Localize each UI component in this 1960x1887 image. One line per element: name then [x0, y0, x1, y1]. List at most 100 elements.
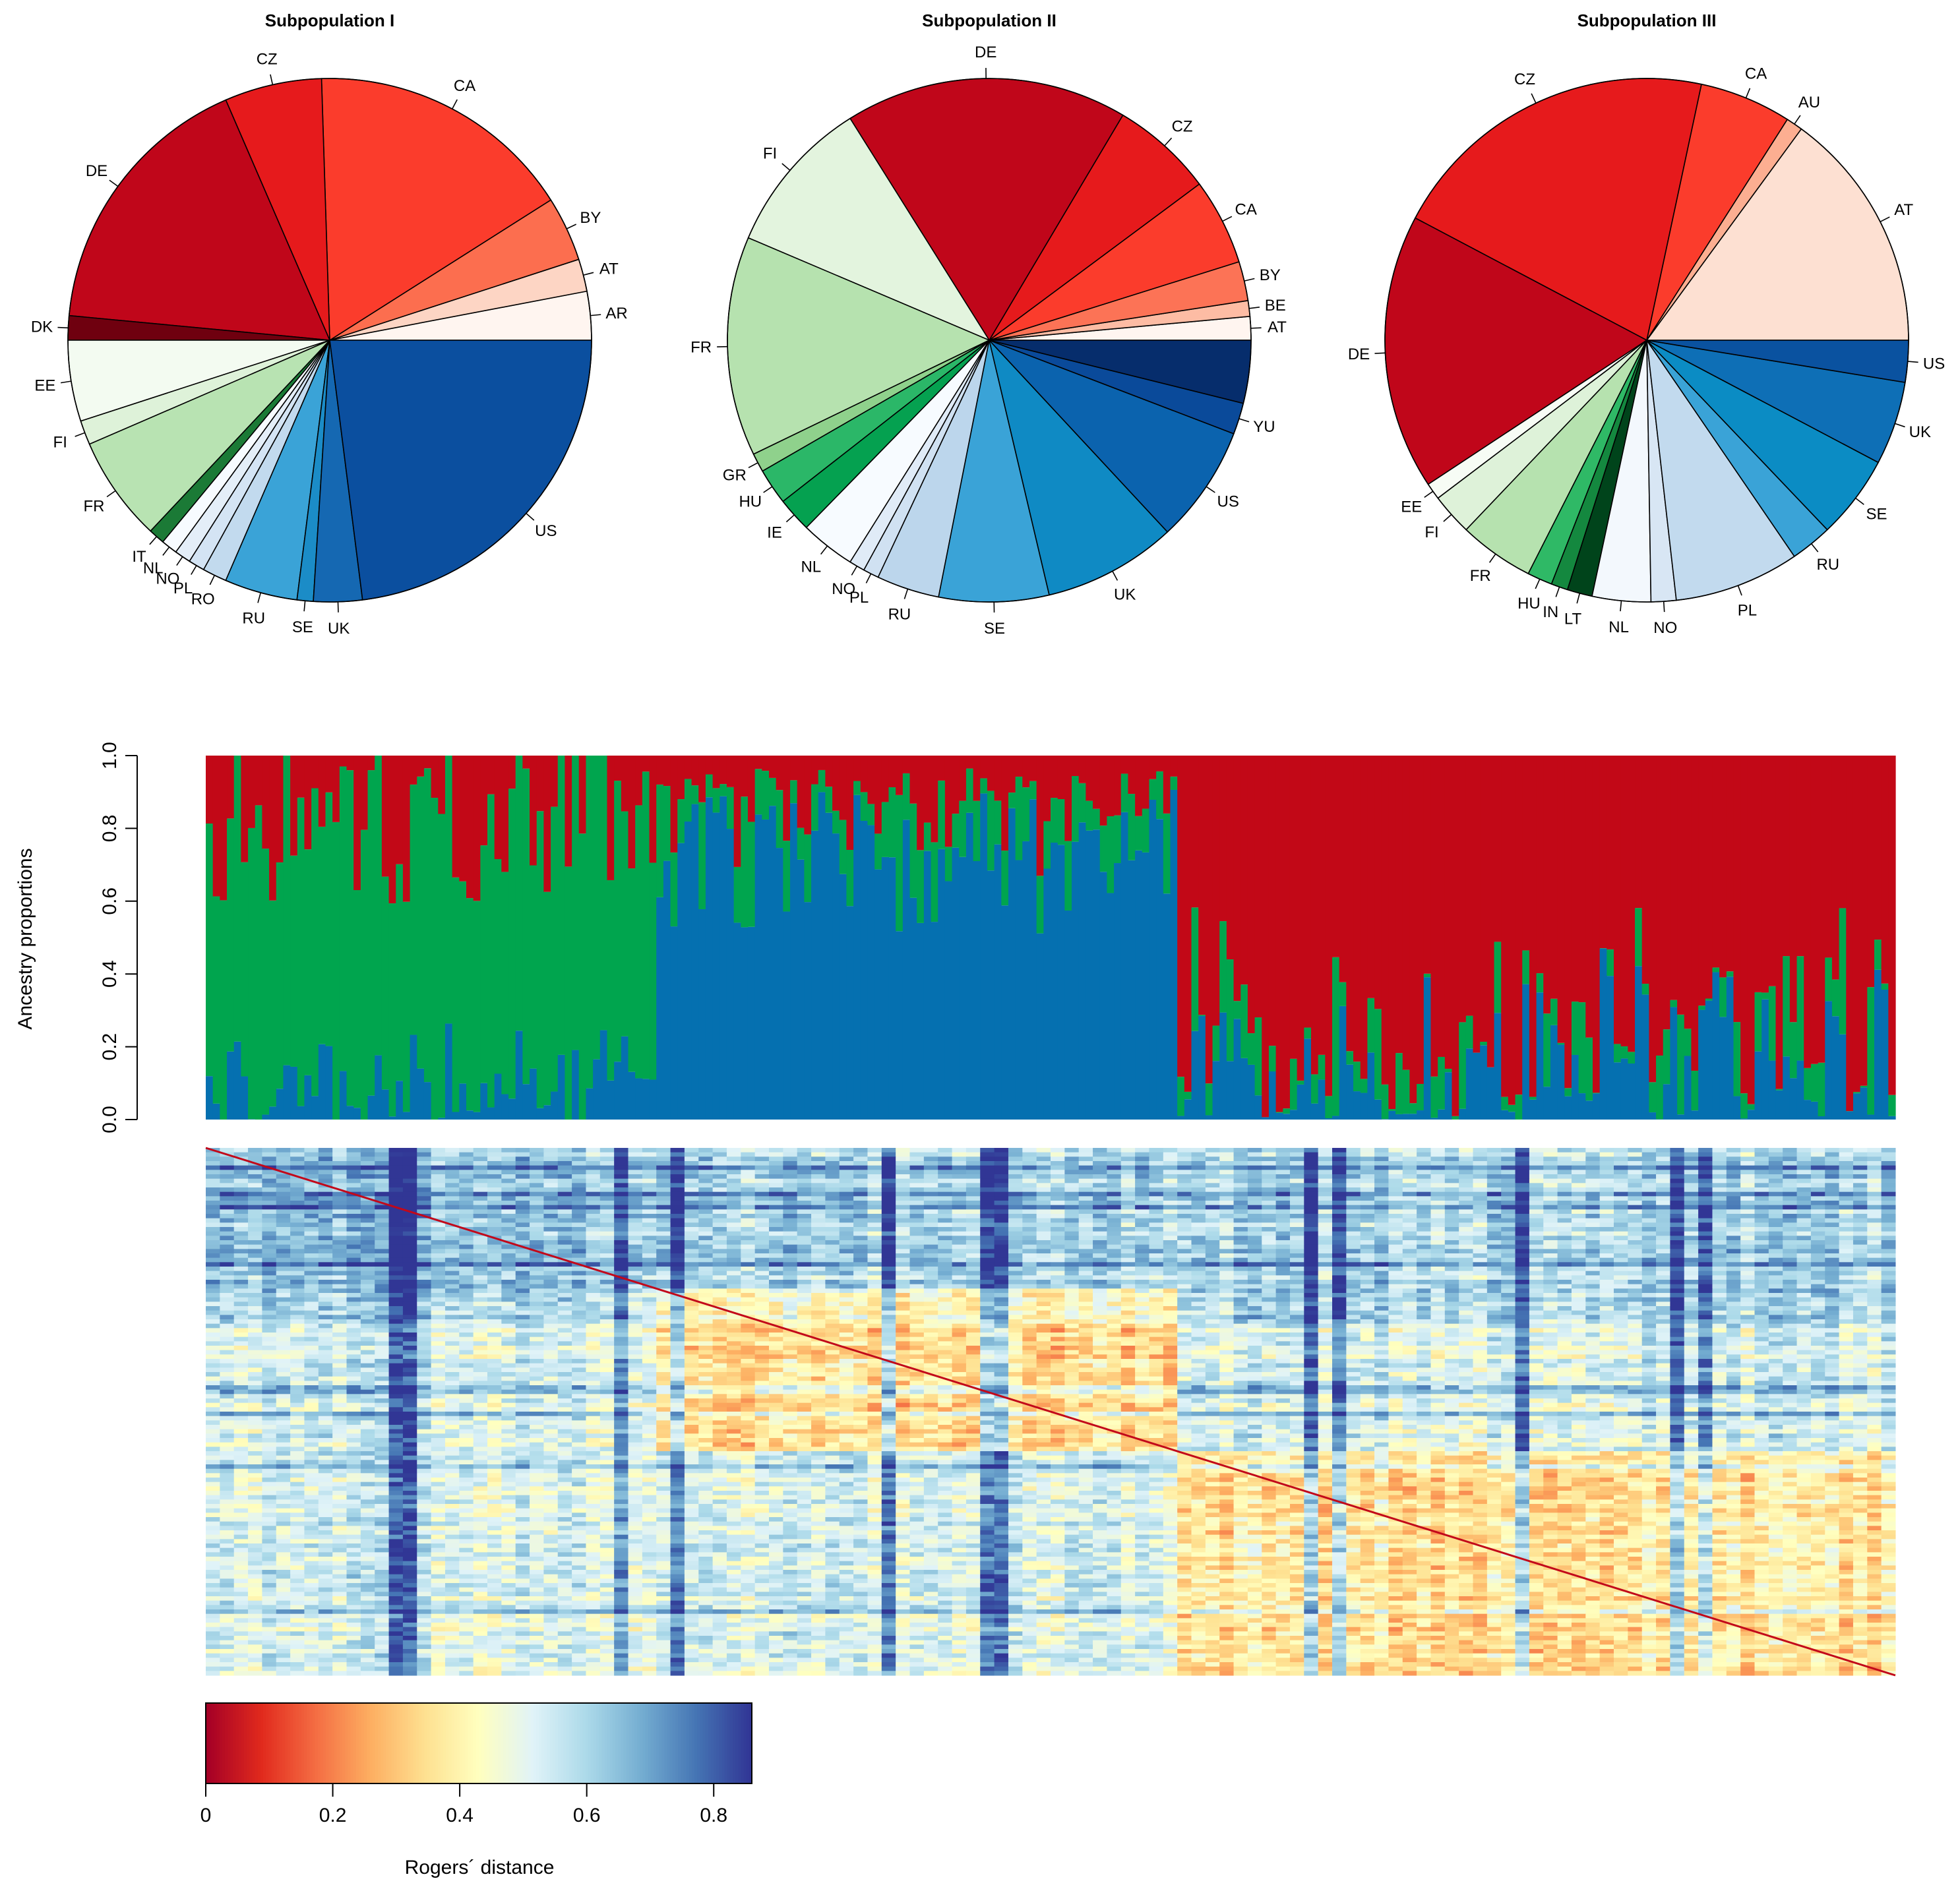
heatmap-cell [1247, 1156, 1262, 1162]
heatmap-cell [698, 1257, 714, 1263]
heatmap-cell [599, 1253, 615, 1259]
heatmap-cell [1754, 1218, 1769, 1223]
ancestry-bar-green [438, 814, 446, 1118]
ancestry-bar-blue [1247, 1064, 1256, 1120]
heatmap-cell [670, 1257, 685, 1263]
ancestry-bar-red [1740, 756, 1748, 1094]
heatmap-cell [346, 1214, 361, 1219]
heatmap-cell [839, 1293, 854, 1298]
heatmap-cell [1388, 1284, 1403, 1289]
ancestry-bar-blue [1614, 1062, 1622, 1120]
heatmap-cell [1684, 1191, 1699, 1197]
pie-slice-label: UK [1114, 586, 1136, 604]
heatmap-cell [1810, 1178, 1825, 1183]
heatmap-cell [318, 1222, 333, 1228]
heatmap-cell [642, 1191, 657, 1197]
heatmap-cell [290, 1218, 305, 1223]
heatmap-cell [1881, 1244, 1896, 1249]
heatmap-cell [1698, 1205, 1713, 1210]
heatmap-cell [853, 1152, 868, 1157]
heatmap-cell [248, 1196, 262, 1201]
heatmap-cell [1444, 1222, 1459, 1228]
heatmap-cell [1262, 1236, 1277, 1241]
heatmap-cell [896, 1240, 910, 1245]
ancestry-bar-green [557, 756, 566, 1055]
heatmap-cell [726, 1231, 741, 1236]
heatmap-cell [1135, 1240, 1149, 1245]
heatmap-cell [206, 1244, 220, 1249]
pie-slice-label: PL [849, 589, 869, 607]
heatmap-cell [375, 1196, 390, 1201]
heatmap-cell [233, 1244, 249, 1249]
heatmap-cell [346, 1196, 361, 1201]
heatmap-cell [1754, 1244, 1769, 1249]
heatmap-cell [431, 1205, 446, 1210]
heatmap-cell [220, 1257, 235, 1263]
ancestry-bar-red [1867, 756, 1875, 988]
heatmap-cell [1444, 1280, 1459, 1285]
heatmap-cell [318, 1240, 333, 1245]
ancestry-bar-red [1409, 756, 1417, 1104]
heatmap-cell [754, 1275, 770, 1280]
heatmap-cell [473, 1187, 488, 1193]
heatmap-cell [853, 1280, 868, 1285]
heatmap-cell [1289, 1222, 1304, 1228]
heatmap-cell [332, 1156, 347, 1162]
ancestry-bar-green [402, 901, 411, 1112]
ancestry-bar-red [1283, 756, 1291, 1109]
slice-label-tick [748, 462, 758, 469]
heatmap-cell [1656, 1249, 1670, 1254]
heatmap-cell [1459, 1201, 1473, 1206]
ancestry-bar-blue [1346, 1064, 1354, 1120]
heatmap-cell [1628, 1244, 1643, 1249]
heatmap-cell [769, 1165, 783, 1170]
ancestry-bar-blue [952, 847, 960, 1120]
pie-slice-label: FI [763, 144, 777, 162]
heatmap-cell [1219, 1191, 1235, 1197]
heatmap-cell [1810, 1205, 1825, 1210]
ancestry-bar-red [1360, 756, 1368, 1079]
heatmap-cell [487, 1271, 502, 1276]
heatmap-cell [1262, 1148, 1277, 1153]
heatmap-cell [1022, 1227, 1037, 1232]
heatmap-cell [1641, 1196, 1657, 1201]
heatmap-cell [431, 1257, 446, 1263]
heatmap-cell [1599, 1187, 1614, 1193]
heatmap-cell [923, 1288, 938, 1294]
ancestry-bar-blue [325, 1046, 333, 1120]
heatmap-cell [1543, 1156, 1558, 1162]
heatmap-cell [1740, 1196, 1755, 1201]
heatmap-cell [952, 1191, 967, 1197]
heatmap-cell [402, 1249, 417, 1254]
heatmap-cell [572, 1288, 586, 1294]
heatmap-cell [1515, 1262, 1530, 1267]
heatmap-cell [487, 1196, 502, 1201]
heatmap-cell [572, 1156, 586, 1162]
heatmap-cell [572, 1236, 586, 1241]
heatmap-cell [1796, 1244, 1812, 1249]
ancestry-bar-green [269, 900, 277, 1107]
ancestry-bar-red [1860, 756, 1868, 1086]
ancestry-bar-red [206, 756, 214, 824]
heatmap-cell [1501, 1205, 1516, 1210]
heatmap-cell [839, 1218, 854, 1223]
heatmap-cell [1374, 1205, 1389, 1210]
heatmap-cell [1796, 1187, 1812, 1193]
heatmap-cell [825, 1183, 840, 1188]
heatmap-cell [783, 1201, 798, 1206]
heatmap-cell [1149, 1191, 1164, 1197]
heatmap-cell [965, 1196, 981, 1201]
heatmap-cell [1346, 1152, 1361, 1157]
heatmap-cell [741, 1293, 756, 1298]
heatmap-cell [1388, 1152, 1403, 1157]
heatmap-cell [557, 1267, 572, 1272]
heatmap-cell [1332, 1170, 1347, 1175]
heatmap-cell [1614, 1201, 1628, 1206]
heatmap-cell [276, 1148, 291, 1153]
heatmap-cell [994, 1284, 1009, 1289]
heatmap-cell [1191, 1218, 1206, 1223]
pie-slice-label: IT [132, 548, 146, 566]
heatmap-cell [614, 1191, 628, 1197]
heatmap-cell [656, 1231, 671, 1236]
ancestry-bar-red [726, 756, 735, 787]
